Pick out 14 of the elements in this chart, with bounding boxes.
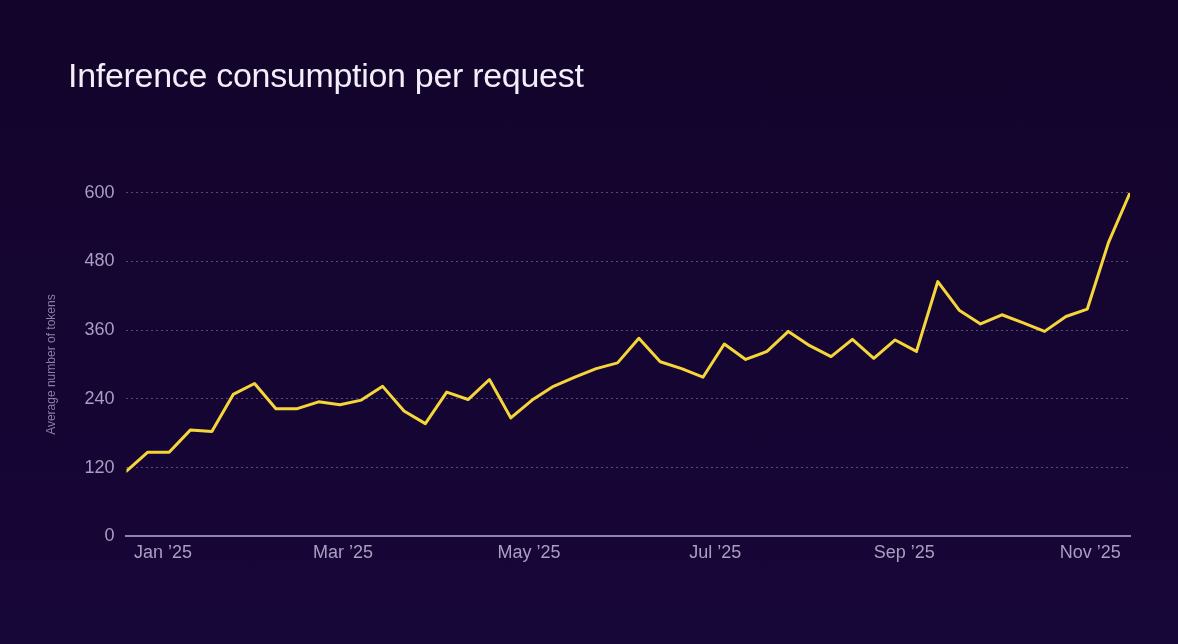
x-tick-label: May ’25 — [497, 542, 561, 563]
x-tick-label: Jan ’25 — [134, 542, 193, 563]
y-tick-label: 0 — [104, 525, 115, 546]
y-tick-label: 480 — [84, 250, 115, 271]
chart-title: Inference consumption per request — [68, 56, 584, 95]
y-tick-label: 120 — [84, 456, 115, 477]
x-tick-label: Sep ’25 — [873, 542, 935, 563]
y-tick-label: 600 — [84, 181, 115, 202]
x-tick-label: Nov ’25 — [1059, 542, 1121, 563]
y-tick-label: 360 — [84, 319, 115, 340]
x-tick-label: Mar ’25 — [312, 542, 374, 563]
y-tick-label: 240 — [84, 387, 115, 408]
y-axis-title: Average number of tokens — [43, 294, 58, 435]
x-tick-label: Jul ’25 — [689, 542, 742, 563]
